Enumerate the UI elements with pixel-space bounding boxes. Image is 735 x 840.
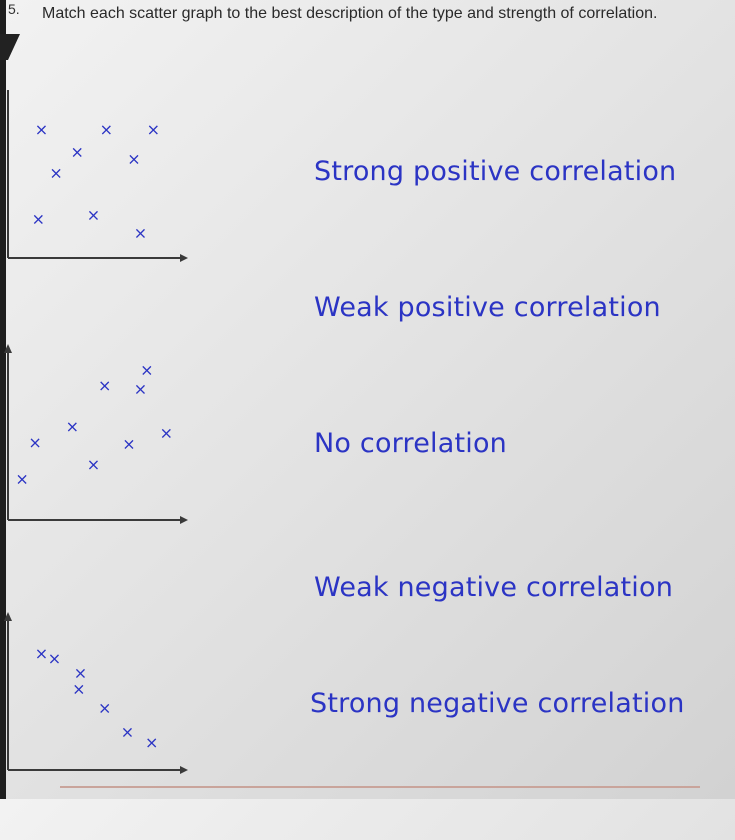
scatter-graph-2[interactable]: ×× ××× ×××× — [0, 342, 200, 572]
graph-3-point-1: × — [35, 644, 48, 663]
graph-1-point-4: × — [70, 143, 83, 162]
graph-2-point-7: × — [160, 424, 173, 443]
graph-2-point-4: × — [66, 417, 79, 436]
graph-3-x-arrow — [180, 766, 188, 774]
label-strong-positive[interactable]: Strong positive correlation — [314, 156, 677, 187]
graph-1-x-arrow — [180, 254, 188, 262]
graph-1-point-8: × — [87, 206, 100, 225]
bottom-rule — [60, 786, 700, 788]
label-strong-negative[interactable]: Strong negative correlation — [310, 688, 685, 719]
graph-2-axes — [4, 344, 188, 524]
graph-3-point-5: × — [98, 698, 111, 717]
graph-1-points: × × × × × × × × × — [32, 120, 160, 243]
graph-2-point-1: × — [140, 360, 153, 379]
graph-1-point-2: × — [100, 120, 113, 139]
scatter-graph-1[interactable]: × × × × × × × × × — [0, 90, 200, 320]
graph-1-point-1: × — [35, 120, 48, 139]
graph-3-axes — [4, 612, 188, 774]
graph-1-point-5: × — [127, 150, 140, 169]
label-weak-positive[interactable]: Weak positive correlation — [314, 292, 661, 323]
graph-2-points: ×× ××× ×××× — [15, 360, 173, 488]
graph-2-point-8: × — [87, 455, 100, 474]
corner-mark — [0, 34, 20, 60]
graph-3-point-2: × — [48, 649, 61, 668]
label-no-correlation[interactable]: No correlation — [314, 428, 507, 459]
graph-2-point-9: × — [15, 469, 28, 488]
page-edge — [0, 0, 6, 799]
graph-1-point-6: × — [49, 164, 62, 183]
graph-3-point-6: × — [121, 722, 134, 741]
graph-3-point-7: × — [145, 733, 158, 752]
label-weak-negative[interactable]: Weak negative correlation — [314, 572, 674, 603]
question-text: Match each scatter graph to the best des… — [42, 5, 658, 22]
graph-2-point-2: × — [98, 376, 111, 395]
graph-3-points: × ×××××× — [35, 644, 159, 752]
graph-2-point-3: × — [134, 379, 147, 398]
question-number: 5. — [8, 1, 20, 17]
graph-2-point-6: × — [122, 435, 135, 454]
graph-3-y-arrow — [4, 612, 12, 621]
scatter-graph-3[interactable]: × ×××××× — [0, 610, 200, 840]
graph-2-y-arrow — [4, 344, 12, 353]
graph-1-point-3: × — [147, 120, 160, 139]
graph-3-point-3: × — [74, 664, 87, 683]
graph-3-point-4: × — [72, 680, 85, 699]
graph-2-point-5: × — [28, 433, 41, 452]
graph-1-point-9: × — [134, 224, 147, 243]
graph-2-x-arrow — [180, 516, 188, 524]
graph-1-point-7: × — [32, 210, 45, 229]
graph-1-axes — [7, 90, 188, 262]
